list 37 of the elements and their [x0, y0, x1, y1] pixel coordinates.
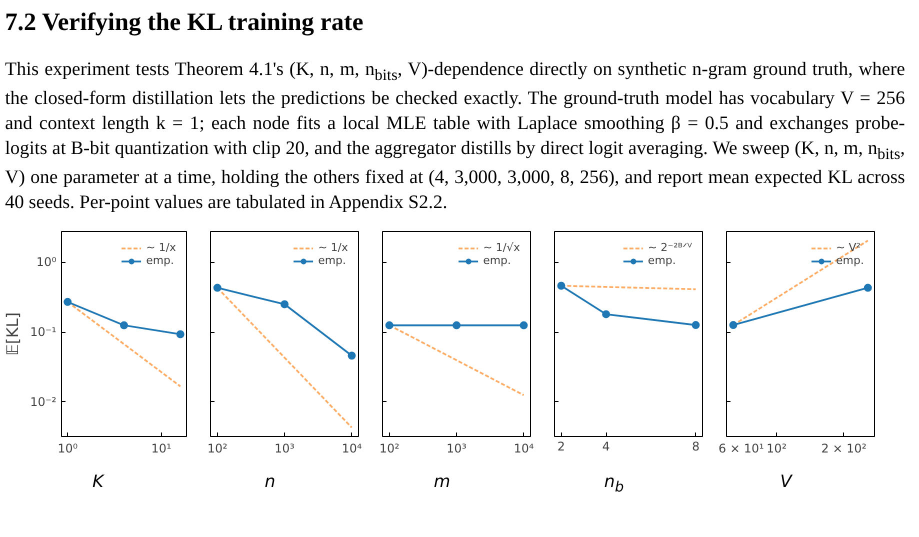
x-tick-label: 2 — [557, 440, 566, 454]
x-axis-title: m — [432, 471, 452, 494]
legend-label: emp. — [146, 254, 174, 268]
legend-label: ~ 1/√x — [483, 241, 520, 254]
legend-label: ~ 1/x — [146, 241, 176, 254]
y-tick-label: 10⁰ — [36, 256, 57, 270]
x-tick-label: 10⁴ — [514, 442, 534, 456]
point — [120, 322, 128, 330]
x-axis-title: n$_{b}$ — [603, 471, 625, 498]
x-tick-label: 10² — [207, 442, 228, 456]
x-tick-label: 2 × 10² — [821, 442, 867, 456]
legend-label: ~ 1/x — [318, 241, 348, 254]
x-tick-label: 10³ — [446, 442, 467, 456]
legend-label: emp. — [836, 254, 864, 268]
x-tick-label: 10² — [379, 442, 400, 456]
x-axis-title: V — [779, 471, 794, 494]
legend-label: ~ 2⁻²ᴮᐟⱽ — [648, 241, 692, 254]
legend-label: emp. — [483, 254, 512, 268]
point — [64, 298, 72, 306]
x-tick-label: 6 × 10¹ — [718, 442, 764, 456]
x-tick-label: 4 — [602, 440, 610, 454]
point — [176, 330, 184, 339]
chart-title: 7.2 Verifying the KL training rate — [5, 8, 364, 38]
text: This experiment tests Theorem 4.1's (K, n, m, n$_{bits}$, V)-dependence directly on synthetic n-gram ground truth, where the closed-form distillation lets the predictions be checked exactly. The ground-truth model has vocabulary V = 256 and context length k = 1; each node fits a local MLE table with Laplace smoothing β = 0.5 and exchanges probe-logits at B-bit quantization with clip 20, and the aggregator distills by direct logit averaging. We sweep (K, n, m, n$_{bits}$, V) one parameter at a time, holding the others fixed at (4, 3,000, 3,000, 8, 256), and report mean expected KL across 40 seeds. Per-point values are tabulated in Appendix S2.2. — [5, 58, 905, 214]
x-tick-label: 10⁰ — [58, 442, 78, 456]
y-tick-label: 10⁻¹ — [30, 326, 57, 340]
x-tick-label: 10² — [766, 442, 787, 456]
x-axis-title: n — [264, 471, 276, 494]
legend-label: emp. — [318, 254, 346, 268]
x-tick-label: 10³ — [274, 442, 295, 456]
x-tick-label: 10⁴ — [342, 442, 362, 456]
x-tick-label: 8 — [692, 440, 700, 454]
y-tick-label: 10⁻² — [30, 395, 57, 410]
x-axis-title: K — [91, 471, 106, 494]
x-tick-label: 10¹ — [151, 442, 172, 456]
y-axis-title: 𝔼[KL] — [3, 312, 22, 356]
legend-label: emp. — [648, 254, 676, 268]
